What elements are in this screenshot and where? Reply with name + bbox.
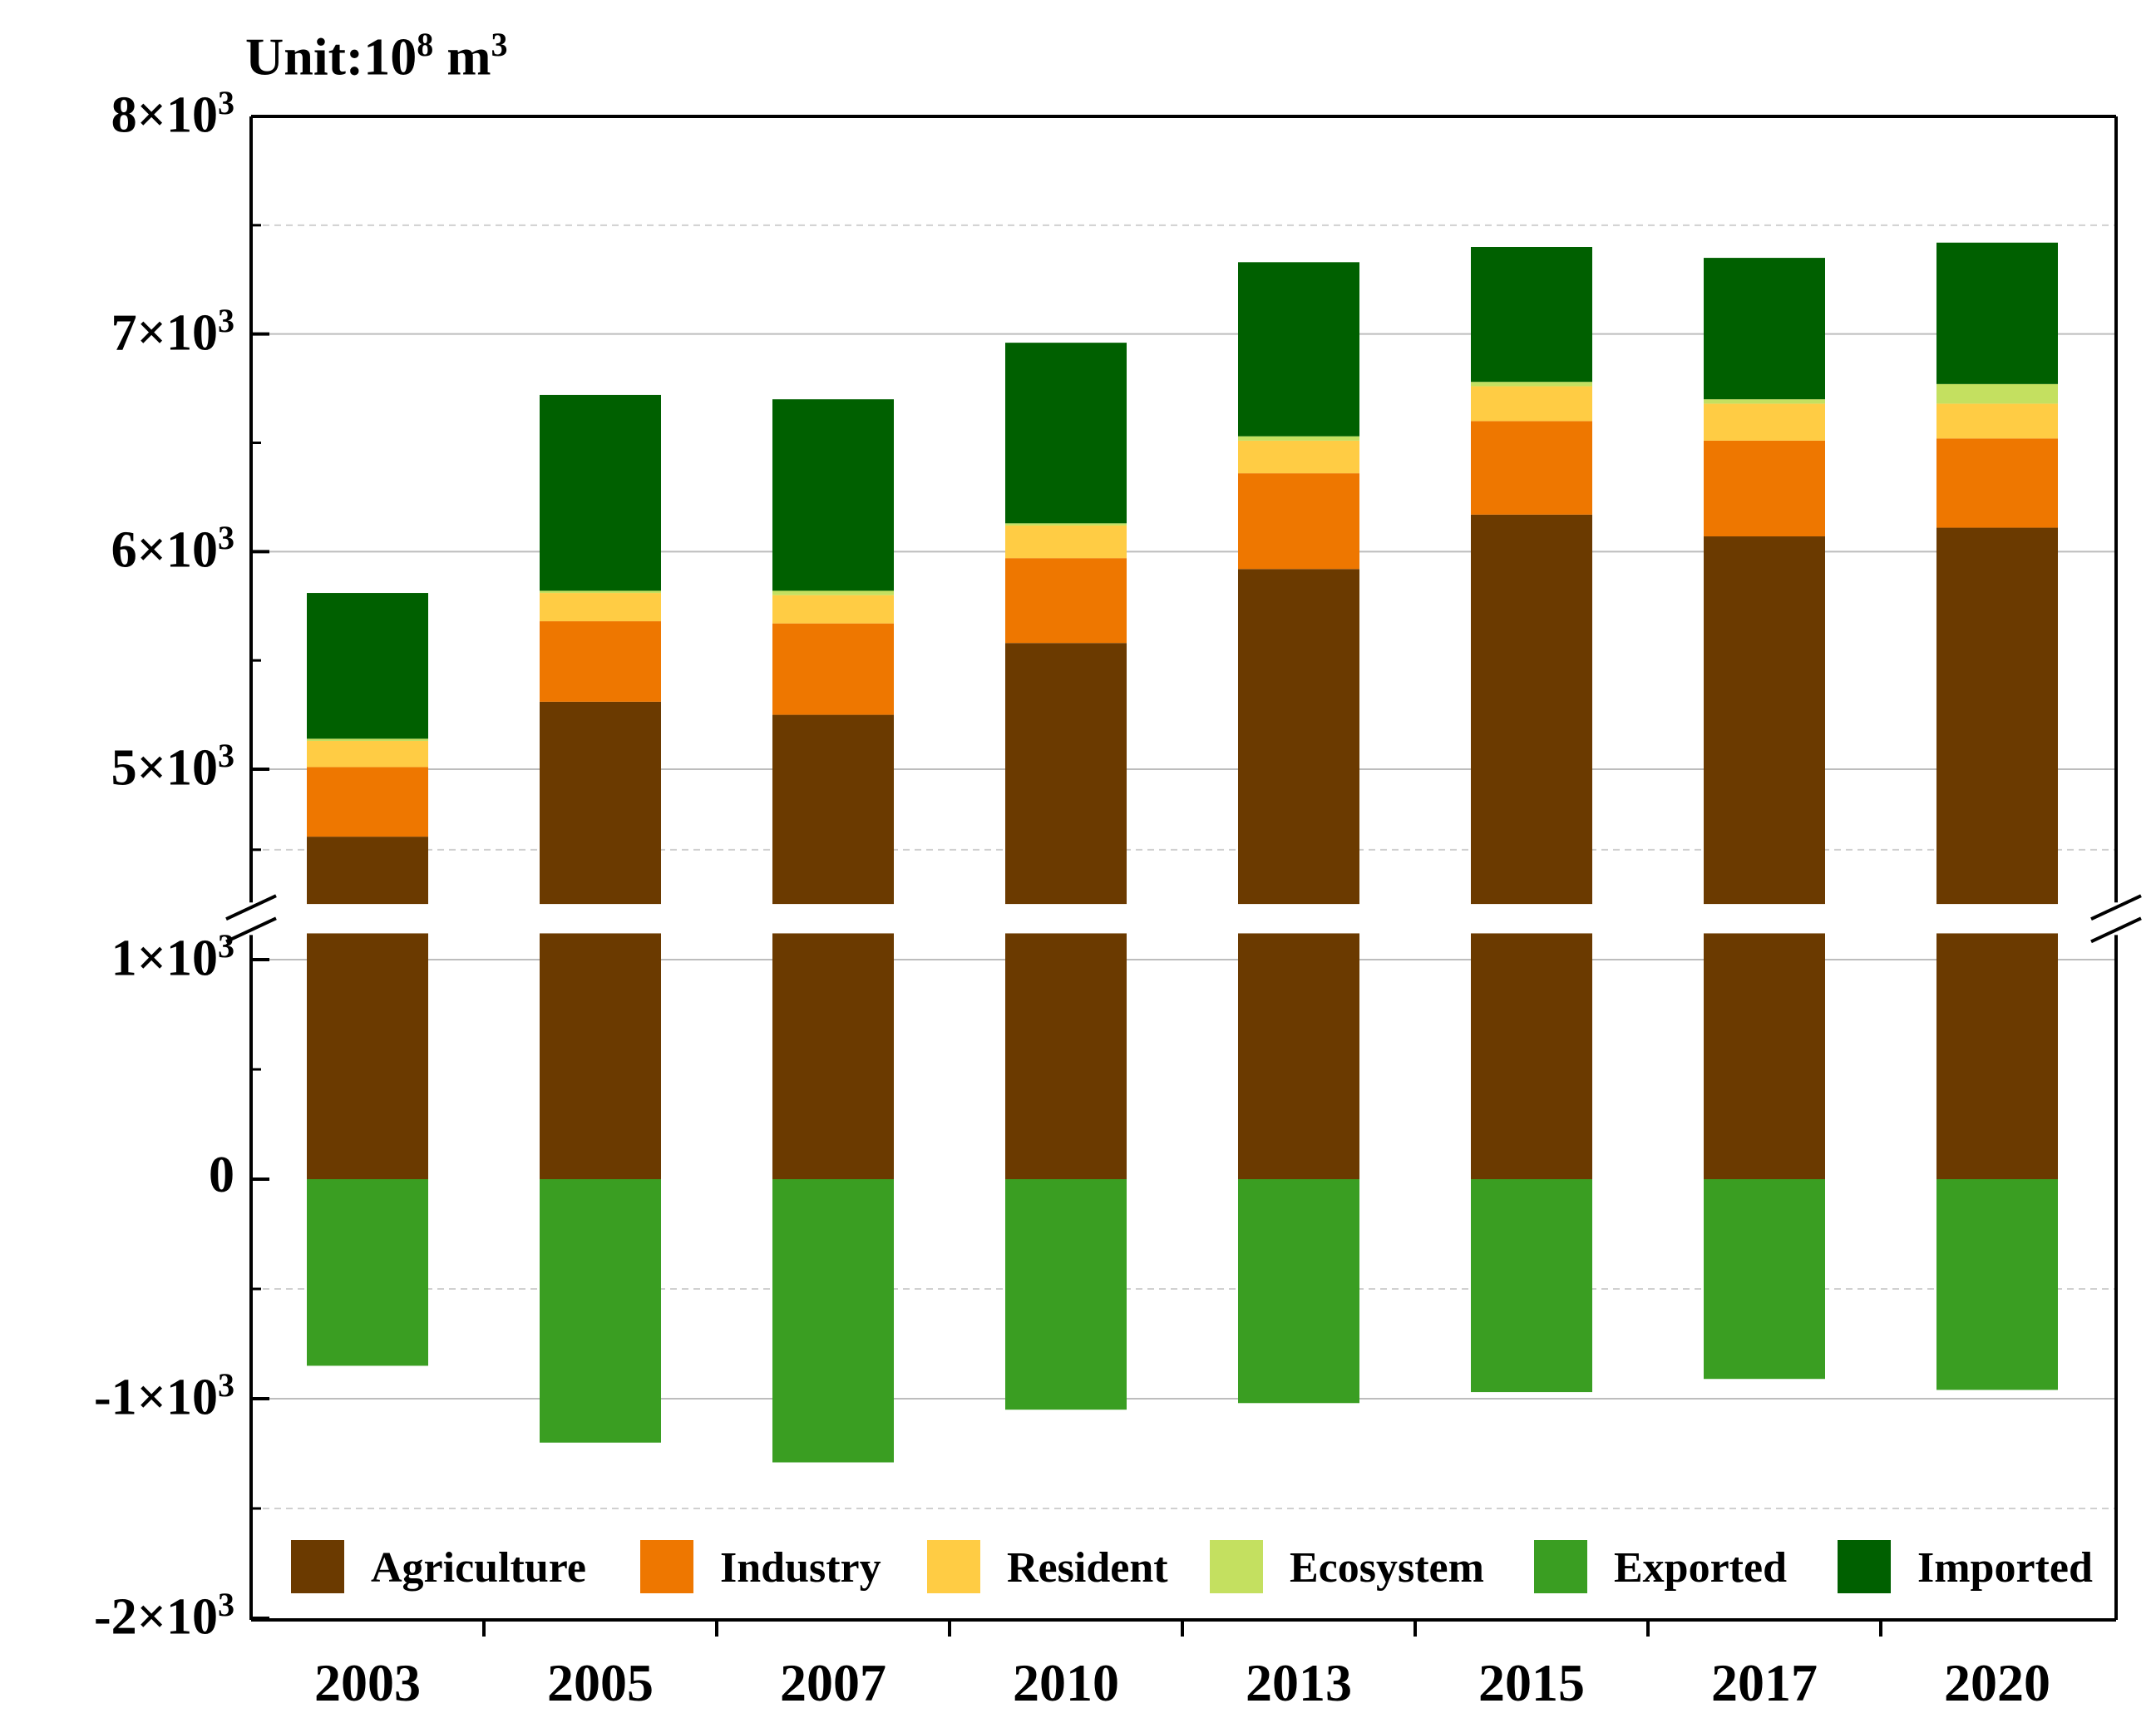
bar-resident-2007 [772, 595, 894, 624]
legend-swatch [1534, 1540, 1587, 1593]
legend-swatch [927, 1540, 980, 1593]
bar-industry-2017 [1704, 440, 1825, 537]
bar-agriculture-2010 [1005, 933, 1127, 1179]
bar-agriculture-2017 [1704, 536, 1825, 905]
bar-exported-2005 [540, 1179, 661, 1443]
y-tick-label: -1×103 [94, 1366, 234, 1426]
axis-break-slash [2090, 916, 2142, 944]
bar-agriculture-2017 [1704, 933, 1825, 1179]
bar-industry-2003 [307, 767, 428, 837]
y-tick-label: 6×103 [111, 519, 234, 579]
y-tick-label: 8×103 [111, 84, 234, 144]
axis-break-mark [225, 894, 277, 944]
y-tick-label: -2×103 [94, 1586, 234, 1646]
x-tick-label: 2020 [1944, 1653, 2050, 1712]
legend-label: Resident [1007, 1544, 1168, 1592]
x-tick-label: 2013 [1246, 1653, 1352, 1712]
axis-break-slash [2090, 894, 2142, 921]
bar-exported-2020 [1936, 1179, 2058, 1390]
bar-ecosystem-2007 [772, 590, 894, 595]
axis-break-gap [252, 904, 2115, 934]
bar-ecosystem-2013 [1238, 436, 1359, 441]
bar-imported-2020 [1936, 242, 2058, 384]
axis-break-slash [225, 916, 277, 944]
bar-exported-2007 [772, 1179, 894, 1463]
legend-item: Agriculture [291, 1540, 586, 1593]
bar-agriculture-2013 [1238, 569, 1359, 905]
axis-break-mark [2090, 894, 2142, 944]
bar-imported-2007 [772, 399, 894, 591]
bar-agriculture-2015 [1471, 514, 1592, 905]
bar-ecosystem-2020 [1936, 383, 2058, 404]
legend-label: Industry [720, 1544, 881, 1592]
x-tick-label: 2007 [780, 1653, 886, 1712]
bar-industry-2015 [1471, 421, 1592, 515]
y-tick-label: 0 [209, 1147, 234, 1203]
bar-imported-2010 [1005, 343, 1127, 524]
bar-industry-2007 [772, 623, 894, 715]
legend-item: Industry [640, 1540, 881, 1593]
y-tick-label: 1×103 [111, 927, 234, 987]
legend-item: Imported [1838, 1540, 2093, 1593]
legend-label: Agriculture [371, 1544, 586, 1592]
bar-imported-2003 [307, 593, 428, 739]
bar-agriculture-2010 [1005, 643, 1127, 905]
legend-swatch [1210, 1540, 1263, 1593]
legend-item: Resident [927, 1540, 1168, 1593]
bar-agriculture-2007 [772, 933, 894, 1179]
y-tick-label: 7×103 [111, 301, 234, 362]
y-tick-label: 5×103 [111, 737, 234, 797]
bar-agriculture-2005 [540, 933, 661, 1179]
legend-label: Imported [1917, 1544, 2093, 1592]
bar-resident-2013 [1238, 440, 1359, 474]
bar-exported-2003 [307, 1179, 428, 1366]
bar-industry-2010 [1005, 558, 1127, 644]
x-tick-label: 2003 [314, 1653, 421, 1712]
legend-item: Exported [1534, 1540, 1787, 1593]
bar-industry-2020 [1936, 438, 2058, 528]
bar-ecosystem-2010 [1005, 523, 1127, 526]
legend-swatch [291, 1540, 344, 1593]
bar-industry-2005 [540, 621, 661, 702]
bar-industry-2013 [1238, 473, 1359, 570]
bar-exported-2015 [1471, 1179, 1592, 1393]
bar-resident-2005 [540, 593, 661, 622]
bar-resident-2015 [1471, 386, 1592, 422]
bar-exported-2017 [1704, 1179, 1825, 1380]
bar-imported-2013 [1238, 262, 1359, 437]
bar-ecosystem-2005 [540, 590, 661, 594]
legend-item: Ecosystem [1210, 1540, 1484, 1593]
bar-agriculture-2020 [1936, 527, 2058, 905]
bar-exported-2013 [1238, 1179, 1359, 1404]
bar-agriculture-2003 [307, 933, 428, 1179]
bar-ecosystem-2017 [1704, 399, 1825, 404]
bar-agriculture-2007 [772, 714, 894, 905]
bar-agriculture-2005 [540, 701, 661, 905]
bar-resident-2020 [1936, 403, 2058, 439]
legend-label: Ecosystem [1290, 1544, 1484, 1592]
bar-agriculture-2003 [307, 837, 428, 905]
legend-swatch [1838, 1540, 1891, 1593]
bar-agriculture-2013 [1238, 933, 1359, 1179]
bar-resident-2017 [1704, 403, 1825, 441]
bar-agriculture-2015 [1471, 933, 1592, 1179]
unit-label: Unit:108 m3 [245, 26, 508, 86]
bar-imported-2017 [1704, 258, 1825, 400]
axis-break-slash [225, 894, 277, 921]
bar-agriculture-2020 [1936, 933, 2058, 1179]
bar-ecosystem-2015 [1471, 382, 1592, 387]
x-tick-label: 2010 [1013, 1653, 1119, 1712]
bar-imported-2005 [540, 394, 661, 591]
legend-swatch [640, 1540, 693, 1593]
legend-label: Exported [1614, 1544, 1787, 1592]
bar-exported-2010 [1005, 1179, 1127, 1410]
bar-ecosystem-2003 [307, 738, 428, 741]
x-tick-label: 2005 [547, 1653, 654, 1712]
bar-imported-2015 [1471, 247, 1592, 383]
x-tick-label: 2017 [1711, 1653, 1818, 1712]
x-tick-label: 2015 [1478, 1653, 1585, 1712]
bar-resident-2010 [1005, 525, 1127, 559]
bar-resident-2003 [307, 740, 428, 768]
